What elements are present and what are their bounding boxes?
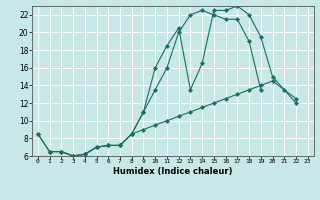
X-axis label: Humidex (Indice chaleur): Humidex (Indice chaleur) <box>113 167 233 176</box>
